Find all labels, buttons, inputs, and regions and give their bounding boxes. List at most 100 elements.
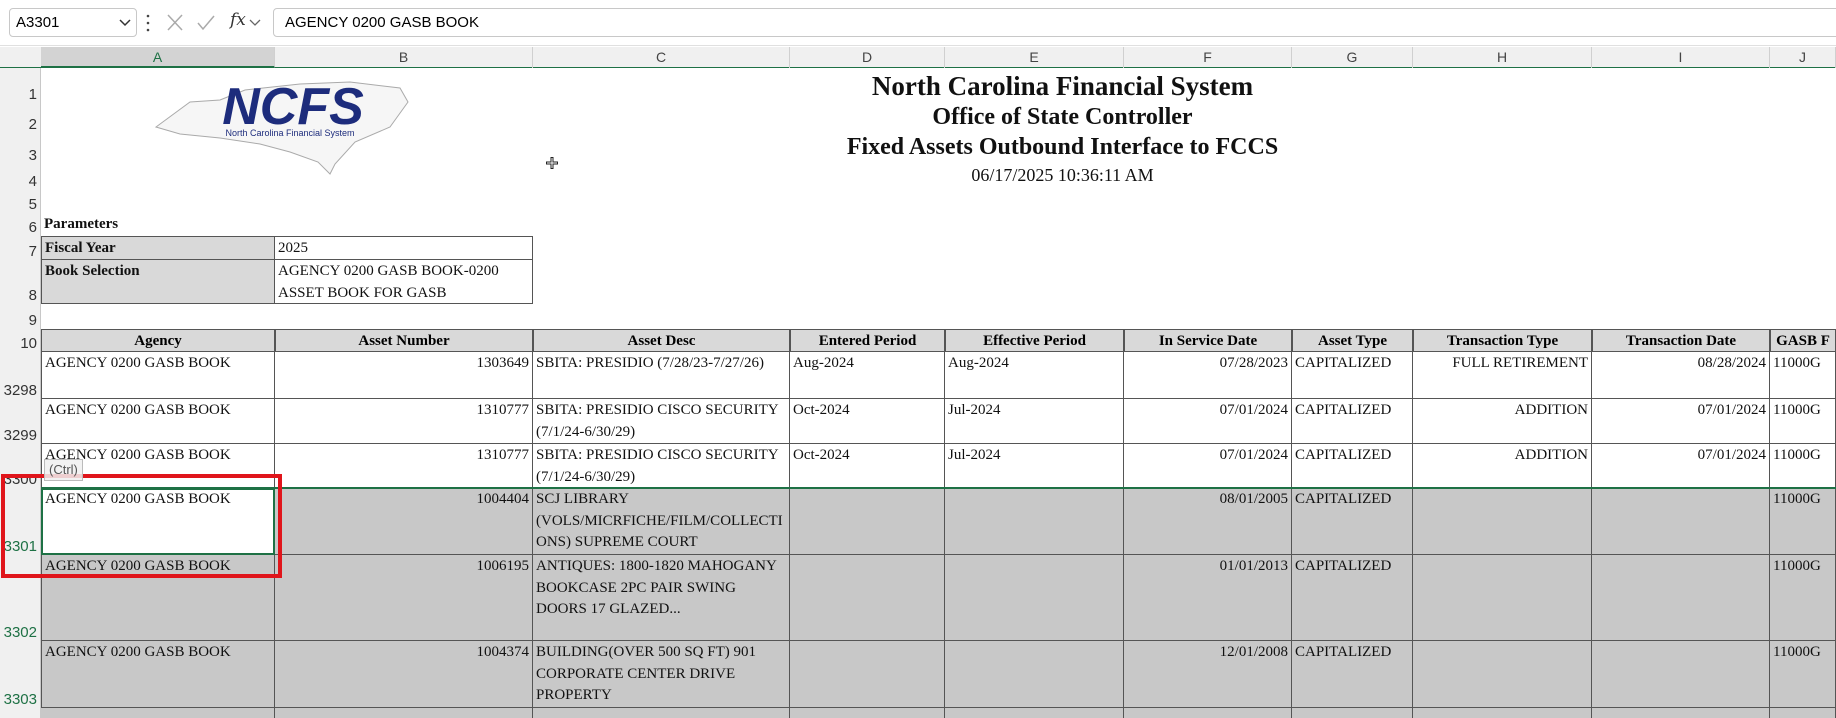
table-header: Effective Period xyxy=(945,329,1124,352)
table-cell: AGENCY 0200 GASB BOOK xyxy=(41,488,275,555)
column-letter: C xyxy=(533,47,790,68)
table-cell: Oct-2024 xyxy=(790,444,945,488)
column-letter: F xyxy=(1124,47,1292,68)
table-cell: 1006195 xyxy=(275,555,533,641)
row-number: 3298 xyxy=(3,382,37,399)
table-cell: SBITA: PRESIDIO (7/28/23-7/27/26) xyxy=(533,352,790,399)
dropdown-icon xyxy=(119,19,131,27)
table-cell: CAPITALIZED xyxy=(1292,488,1413,555)
name-box[interactable]: A3301 xyxy=(9,8,137,37)
table-cell xyxy=(1413,641,1592,708)
column-letter: A xyxy=(41,47,275,68)
logo: NCFS North Carolina Financial System xyxy=(154,78,409,175)
table-header: Agency xyxy=(41,329,275,352)
table-cell: CAPITALIZED xyxy=(1292,399,1413,444)
row-number: 5 xyxy=(28,196,37,213)
report-subtitle: Office of State Controller xyxy=(932,104,1193,130)
table-cell: 08/28/2024 xyxy=(1592,352,1770,399)
row-number: 3 xyxy=(28,147,37,164)
table-header: Asset Type xyxy=(1292,329,1413,352)
table-cell: 11000G xyxy=(1770,444,1836,488)
cursor xyxy=(546,157,558,169)
column-letter: D xyxy=(790,47,945,68)
report-title: North Carolina Financial System xyxy=(871,71,1254,101)
table-cell xyxy=(790,555,945,641)
table-cell: FULL RETIREMENT xyxy=(1413,352,1592,399)
param-value: AGENCY 0200 GASB BOOK-0200 ASSET BOOK FO… xyxy=(275,260,533,304)
paste-options[interactable]: (Ctrl) xyxy=(44,459,83,481)
column-letter: J xyxy=(1770,47,1836,68)
report-name: Fixed Assets Outbound Interface to FCCS xyxy=(846,134,1279,160)
table-header: GASB F xyxy=(1770,329,1836,352)
table-cell: CAPITALIZED xyxy=(1292,641,1413,708)
table-header: Entered Period xyxy=(790,329,945,352)
table-cell xyxy=(790,641,945,708)
table-cell: 11000G xyxy=(1770,399,1836,444)
column-letter: B xyxy=(275,47,533,68)
table-cell xyxy=(1592,641,1770,708)
table-cell: CAPITALIZED xyxy=(1292,444,1413,488)
table-cell: 07/01/2024 xyxy=(1124,444,1292,488)
table-cell xyxy=(1592,555,1770,641)
table-cell: CAPITALIZED xyxy=(1292,352,1413,399)
table-cell: 1004374 xyxy=(275,641,533,708)
row-number: 4 xyxy=(28,173,37,190)
table-cell xyxy=(1592,708,1770,718)
table-cell: AGENCY 0200 GASB BOOK xyxy=(41,555,275,641)
table-cell: 01/01/2013 xyxy=(1124,555,1292,641)
table-header: Transaction Type xyxy=(1413,329,1592,352)
table-cell: SBITA: PRESIDIO CISCO SECURITY (7/1/24-6… xyxy=(533,399,790,444)
row-number: 10 xyxy=(20,335,37,352)
logo-tagline: North Carolina Financial System xyxy=(225,128,354,138)
table-header: Asset Number xyxy=(275,329,533,352)
table-cell xyxy=(945,641,1124,708)
formula-bar: A3301 fx AGENCY 0200 GASB BOOK xyxy=(0,0,1836,46)
table-cell xyxy=(790,708,945,718)
row-number: 8 xyxy=(28,287,37,304)
row-number: 3301 xyxy=(3,538,37,555)
table-cell: 11000G xyxy=(1770,555,1836,641)
table-cell: Jul-2024 xyxy=(945,399,1124,444)
table-cell: Jul-2024 xyxy=(945,444,1124,488)
selected-cell xyxy=(41,488,275,555)
table-cell: 08/01/2005 xyxy=(1124,488,1292,555)
row-number: 2 xyxy=(28,116,37,133)
selection-line xyxy=(41,487,1836,489)
table-header: Transaction Date xyxy=(1592,329,1770,352)
table-cell: 07/01/2024 xyxy=(1592,399,1770,444)
fx-button[interactable]: fx xyxy=(230,10,246,30)
table-cell: 11000G xyxy=(1770,488,1836,555)
table-cell xyxy=(1413,488,1592,555)
table-cell: ADDITION xyxy=(1413,399,1592,444)
report-header: North Carolina Financial System Office o… xyxy=(790,70,1335,188)
report-timestamp: 06/17/2025 10:36:11 AM xyxy=(971,165,1154,185)
name-box-text: A3301 xyxy=(16,14,60,31)
table-cell xyxy=(1292,708,1413,718)
table-cell xyxy=(533,708,790,718)
table-cell xyxy=(790,488,945,555)
table-cell xyxy=(1413,555,1592,641)
row-number: 3299 xyxy=(3,427,37,444)
table-cell: BUILDING(OVER 500 SQ FT) 901 CORPORATE C… xyxy=(533,641,790,708)
formula-text: AGENCY 0200 GASB BOOK xyxy=(285,14,479,31)
table-cell xyxy=(1592,488,1770,555)
row-number: 6 xyxy=(28,219,37,236)
table-cell: 1310777 xyxy=(275,399,533,444)
table-cell xyxy=(945,488,1124,555)
table-cell: SBITA: PRESIDIO CISCO SECURITY (7/1/24-6… xyxy=(533,444,790,488)
row-number: 3302 xyxy=(3,624,37,641)
table-cell: AGENCY 0200 GASB BOOK xyxy=(41,399,275,444)
table-header: Asset Desc xyxy=(533,329,790,352)
table-cell: 1303649 xyxy=(275,352,533,399)
formula-input[interactable]: AGENCY 0200 GASB BOOK xyxy=(273,8,1836,37)
param-value: 2025 xyxy=(275,236,533,260)
table-cell xyxy=(275,708,533,718)
table-cell xyxy=(1124,708,1292,718)
table-cell xyxy=(1770,708,1836,718)
paste-options-label: (Ctrl) xyxy=(49,462,78,477)
table-cell: CAPITALIZED xyxy=(1292,555,1413,641)
param-label: Book Selection xyxy=(41,260,275,304)
column-letter: E xyxy=(945,47,1124,68)
table-cell: ANTIQUES: 1800-1820 MAHOGANY BOOKCASE 2P… xyxy=(533,555,790,641)
